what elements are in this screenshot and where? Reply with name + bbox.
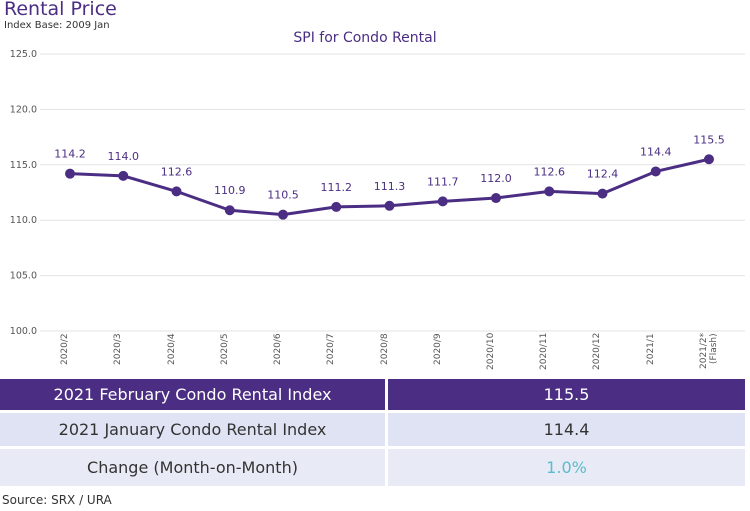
page-subtitle: Index Base: 2009 Jan [4,20,110,31]
point [278,209,289,220]
x-tick-label: 2020/12 [592,333,603,371]
value-label: 111.2 [321,181,353,194]
table-cell: 114.4 [388,413,745,446]
x-tick-label: 2021/1 [645,333,656,365]
y-tick-label: 125.0 [10,49,37,60]
value-label: 114.2 [54,148,86,161]
value-label: 111.7 [427,175,459,188]
point [650,166,661,177]
table-cell: Change (Month-on-Month) [0,449,385,486]
point [331,201,342,212]
point [437,196,448,207]
point [384,200,395,211]
value-label: 111.3 [374,180,406,193]
x-tick-label: 2020/11 [539,333,550,371]
value-label: 110.9 [214,184,246,197]
y-tick-label: 105.0 [10,271,37,282]
value-label: 112.0 [480,172,512,185]
table-row: 2021 February Condo Rental Index 115.5 [0,379,745,410]
point [224,205,235,216]
x-tick-label: 2020/6 [273,333,283,365]
table-cell: 2021 February Condo Rental Index [0,379,385,410]
source: Source: SRX / URA [2,493,112,507]
x-tick-label: 2020/3 [113,333,124,365]
x-tick-label: 2020/5 [219,333,230,365]
table-cell: 115.5 [388,379,745,410]
point [490,193,501,204]
table-cell: 2021 January Condo Rental Index [0,413,385,446]
value-label: 114.4 [640,145,672,158]
table-row: Change (Month-on-Month) 1.0% [0,449,745,486]
table-cell: 1.0% [388,449,745,486]
x-tick-label: 2020/7 [326,333,337,365]
x-tick-label: 2021/2* (Flash) [698,333,719,370]
x-tick-label: 2020/9 [432,333,443,365]
point [597,188,608,199]
x-tick-label: 2020/2 [60,333,71,365]
y-tick-label: 100.0 [10,326,37,337]
y-tick-label: 120.0 [10,104,37,115]
point [544,186,555,197]
page-title: Rental Price [4,0,117,20]
point [65,168,76,179]
chart: SPI for Condo Rental 100.0 105.0 110.0 115.… [10,30,745,337]
value-label: 112.6 [533,165,565,178]
y-tick-label: 115.0 [10,160,37,171]
value-label: 112.6 [161,165,193,178]
table-row: 2021 January Condo Rental Index 114.4 [0,413,745,446]
value-label: 115.5 [693,133,725,146]
x-tick-label: 2020/4 [166,333,177,365]
y-tick-label: 110.0 [10,215,37,226]
value-label: 110.5 [267,189,299,202]
point [171,186,182,197]
x-tick-label: 2020/8 [379,333,390,365]
chart-title: SPI for Condo Rental [293,30,436,46]
value-label: 114.0 [108,150,140,163]
x-tick-label: 2020/10 [485,333,496,371]
point [118,170,129,181]
value-label: 112.4 [587,168,619,181]
point [703,154,714,165]
